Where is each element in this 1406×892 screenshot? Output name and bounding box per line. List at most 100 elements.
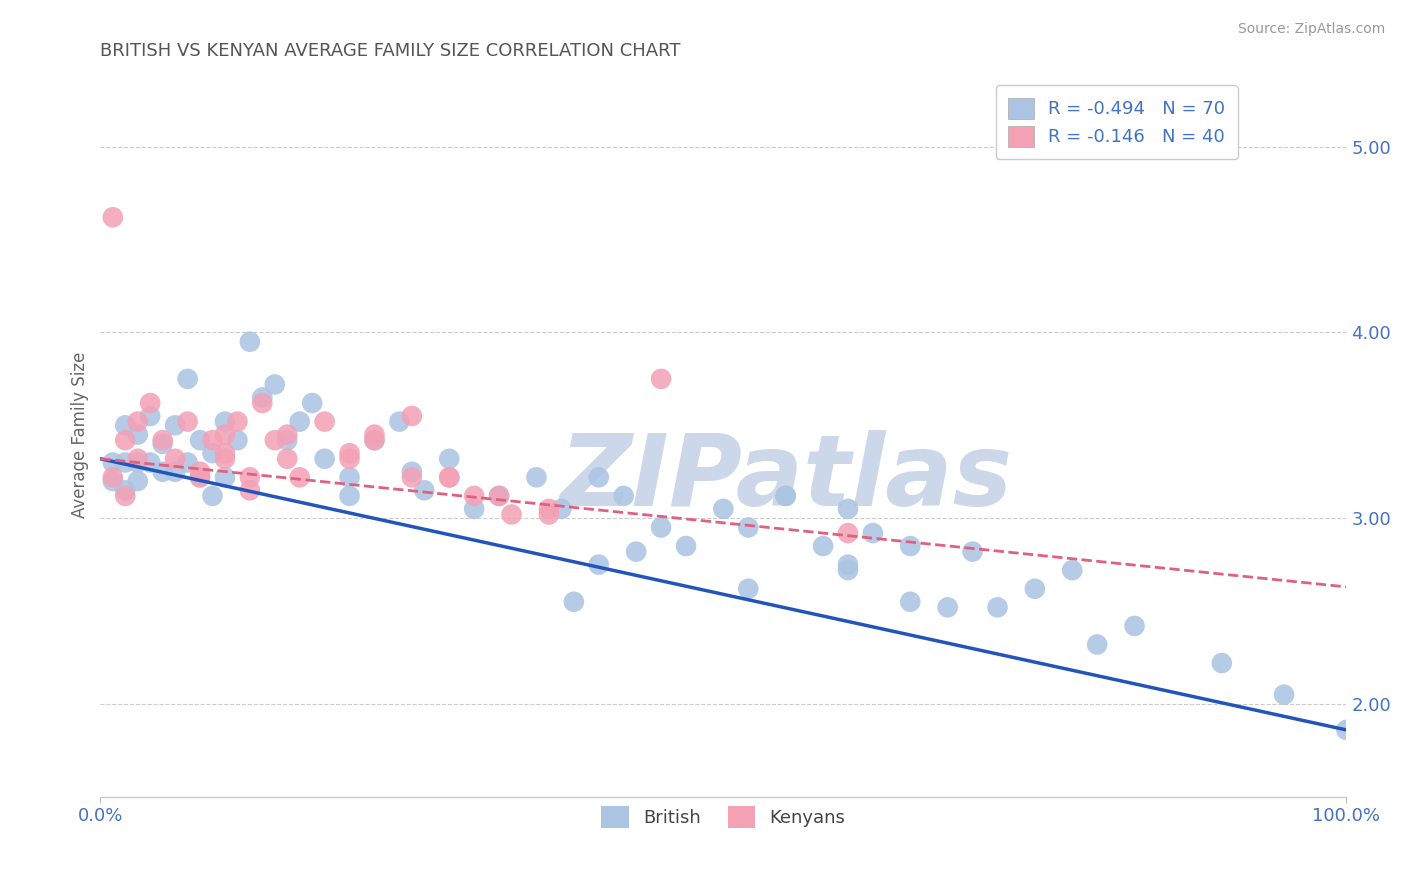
Point xyxy=(201,446,224,460)
Point xyxy=(650,372,672,386)
Point xyxy=(562,595,585,609)
Point xyxy=(276,451,298,466)
Point xyxy=(488,489,510,503)
Point xyxy=(252,396,274,410)
Point xyxy=(439,470,461,484)
Point xyxy=(214,446,236,460)
Point xyxy=(1272,688,1295,702)
Point xyxy=(176,372,198,386)
Text: Source: ZipAtlas.com: Source: ZipAtlas.com xyxy=(1237,22,1385,37)
Point xyxy=(139,409,162,423)
Point xyxy=(314,415,336,429)
Point xyxy=(127,474,149,488)
Point xyxy=(339,446,361,460)
Point xyxy=(139,396,162,410)
Point xyxy=(550,502,572,516)
Point xyxy=(1024,582,1046,596)
Point xyxy=(898,539,921,553)
Point xyxy=(1085,638,1108,652)
Point xyxy=(114,418,136,433)
Point xyxy=(188,470,211,484)
Point xyxy=(239,483,262,498)
Point xyxy=(101,470,124,484)
Point xyxy=(127,451,149,466)
Point xyxy=(488,489,510,503)
Point xyxy=(188,433,211,447)
Point xyxy=(413,483,436,498)
Point xyxy=(252,391,274,405)
Point xyxy=(301,396,323,410)
Point xyxy=(388,415,411,429)
Point xyxy=(239,334,262,349)
Point xyxy=(339,489,361,503)
Point xyxy=(226,415,249,429)
Point xyxy=(650,520,672,534)
Point xyxy=(737,520,759,534)
Point xyxy=(463,502,485,516)
Point xyxy=(711,502,734,516)
Point xyxy=(339,451,361,466)
Point xyxy=(439,470,461,484)
Point xyxy=(837,558,859,572)
Point xyxy=(314,451,336,466)
Point xyxy=(276,433,298,447)
Point xyxy=(401,465,423,479)
Text: BRITISH VS KENYAN AVERAGE FAMILY SIZE CORRELATION CHART: BRITISH VS KENYAN AVERAGE FAMILY SIZE CO… xyxy=(100,42,681,60)
Point xyxy=(962,544,984,558)
Point xyxy=(588,558,610,572)
Point xyxy=(936,600,959,615)
Point xyxy=(837,502,859,516)
Point xyxy=(214,427,236,442)
Point xyxy=(214,470,236,484)
Point xyxy=(188,470,211,484)
Point xyxy=(363,433,385,447)
Point xyxy=(114,483,136,498)
Point xyxy=(101,455,124,469)
Point xyxy=(613,489,636,503)
Point xyxy=(176,415,198,429)
Point xyxy=(139,455,162,469)
Point xyxy=(165,451,187,466)
Point xyxy=(837,563,859,577)
Point xyxy=(986,600,1008,615)
Point xyxy=(675,539,697,553)
Point xyxy=(811,539,834,553)
Point xyxy=(114,455,136,469)
Point xyxy=(439,451,461,466)
Point xyxy=(463,489,485,503)
Point xyxy=(201,433,224,447)
Point xyxy=(288,470,311,484)
Point xyxy=(263,377,285,392)
Point xyxy=(127,415,149,429)
Point xyxy=(837,526,859,541)
Point xyxy=(401,470,423,484)
Point xyxy=(165,418,187,433)
Point xyxy=(176,455,198,469)
Point xyxy=(775,489,797,503)
Point xyxy=(152,433,174,447)
Point xyxy=(401,409,423,423)
Point xyxy=(152,437,174,451)
Point xyxy=(127,455,149,469)
Point xyxy=(114,433,136,447)
Point xyxy=(263,433,285,447)
Point xyxy=(239,470,262,484)
Point xyxy=(501,508,523,522)
Point xyxy=(339,470,361,484)
Point xyxy=(537,502,560,516)
Point xyxy=(101,474,124,488)
Point xyxy=(588,470,610,484)
Point xyxy=(363,427,385,442)
Y-axis label: Average Family Size: Average Family Size xyxy=(72,351,89,517)
Point xyxy=(188,465,211,479)
Point xyxy=(165,465,187,479)
Point xyxy=(1123,619,1146,633)
Point xyxy=(363,433,385,447)
Point xyxy=(288,415,311,429)
Point xyxy=(214,415,236,429)
Point xyxy=(127,427,149,442)
Point xyxy=(526,470,548,484)
Point xyxy=(737,582,759,596)
Point xyxy=(152,465,174,479)
Point xyxy=(775,489,797,503)
